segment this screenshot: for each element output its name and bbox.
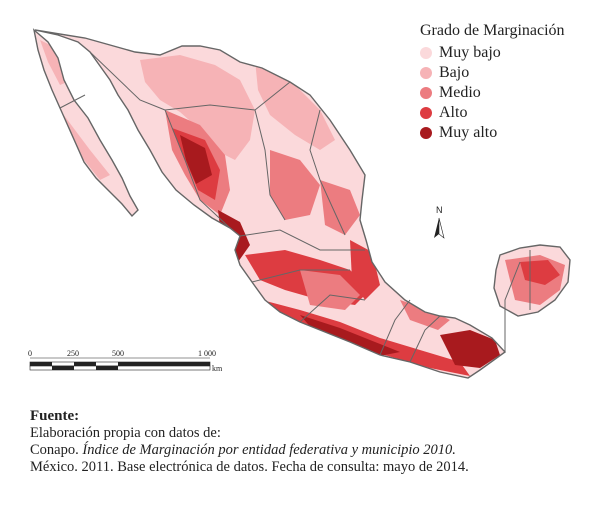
- legend-label-medio: Medio: [439, 84, 481, 101]
- legend-item-medio: Medio: [420, 83, 565, 103]
- scale-bar: [29, 357, 211, 371]
- legend-item-muy-alto: Muy alto: [420, 123, 565, 143]
- state-borders: [59, 51, 531, 363]
- country-outline: [32, 28, 571, 379]
- legend-item-bajo: Bajo: [420, 63, 565, 83]
- source-document-title: Índice de Marginación por entidad federa…: [82, 442, 456, 458]
- legend-title: Grado de Marginación: [420, 22, 565, 39]
- legend-item-alto: Alto: [420, 103, 565, 123]
- scale-tick-1000: 1 000: [198, 349, 216, 358]
- legend-label-alto: Alto: [439, 104, 468, 121]
- north-arrow: [434, 217, 445, 239]
- legend-swatch-bajo: [420, 67, 432, 79]
- source-author: Conapo.: [30, 442, 79, 458]
- north-label: N: [436, 205, 443, 215]
- legend-swatch-muy-alto: [420, 127, 432, 139]
- source-line-3: México. 2011. Base electrónica de datos.…: [30, 459, 469, 475]
- legend-label-muy-alto: Muy alto: [439, 124, 498, 141]
- scale-tick-500: 500: [112, 349, 124, 358]
- scale-unit: km: [212, 364, 223, 373]
- source-line-2: Conapo. Índice de Marginación por entida…: [30, 442, 469, 459]
- legend: Grado de Marginación Muy bajo Bajo Medio…: [420, 22, 565, 143]
- legend-swatch-muy-bajo: [420, 47, 432, 59]
- scale-tick-0: 0: [28, 349, 32, 358]
- legend-label-muy-bajo: Muy bajo: [439, 44, 501, 61]
- legend-swatch-medio: [420, 87, 432, 99]
- legend-item-muy-bajo: Muy bajo: [420, 43, 565, 63]
- source-note: Fuente: Elaboración propia con datos de:…: [30, 408, 469, 476]
- legend-swatch-alto: [420, 107, 432, 119]
- scale-tick-250: 250: [67, 349, 79, 358]
- source-line-1: Elaboración propia con datos de:: [30, 425, 221, 441]
- legend-label-bajo: Bajo: [439, 64, 470, 81]
- source-heading: Fuente:: [30, 408, 80, 424]
